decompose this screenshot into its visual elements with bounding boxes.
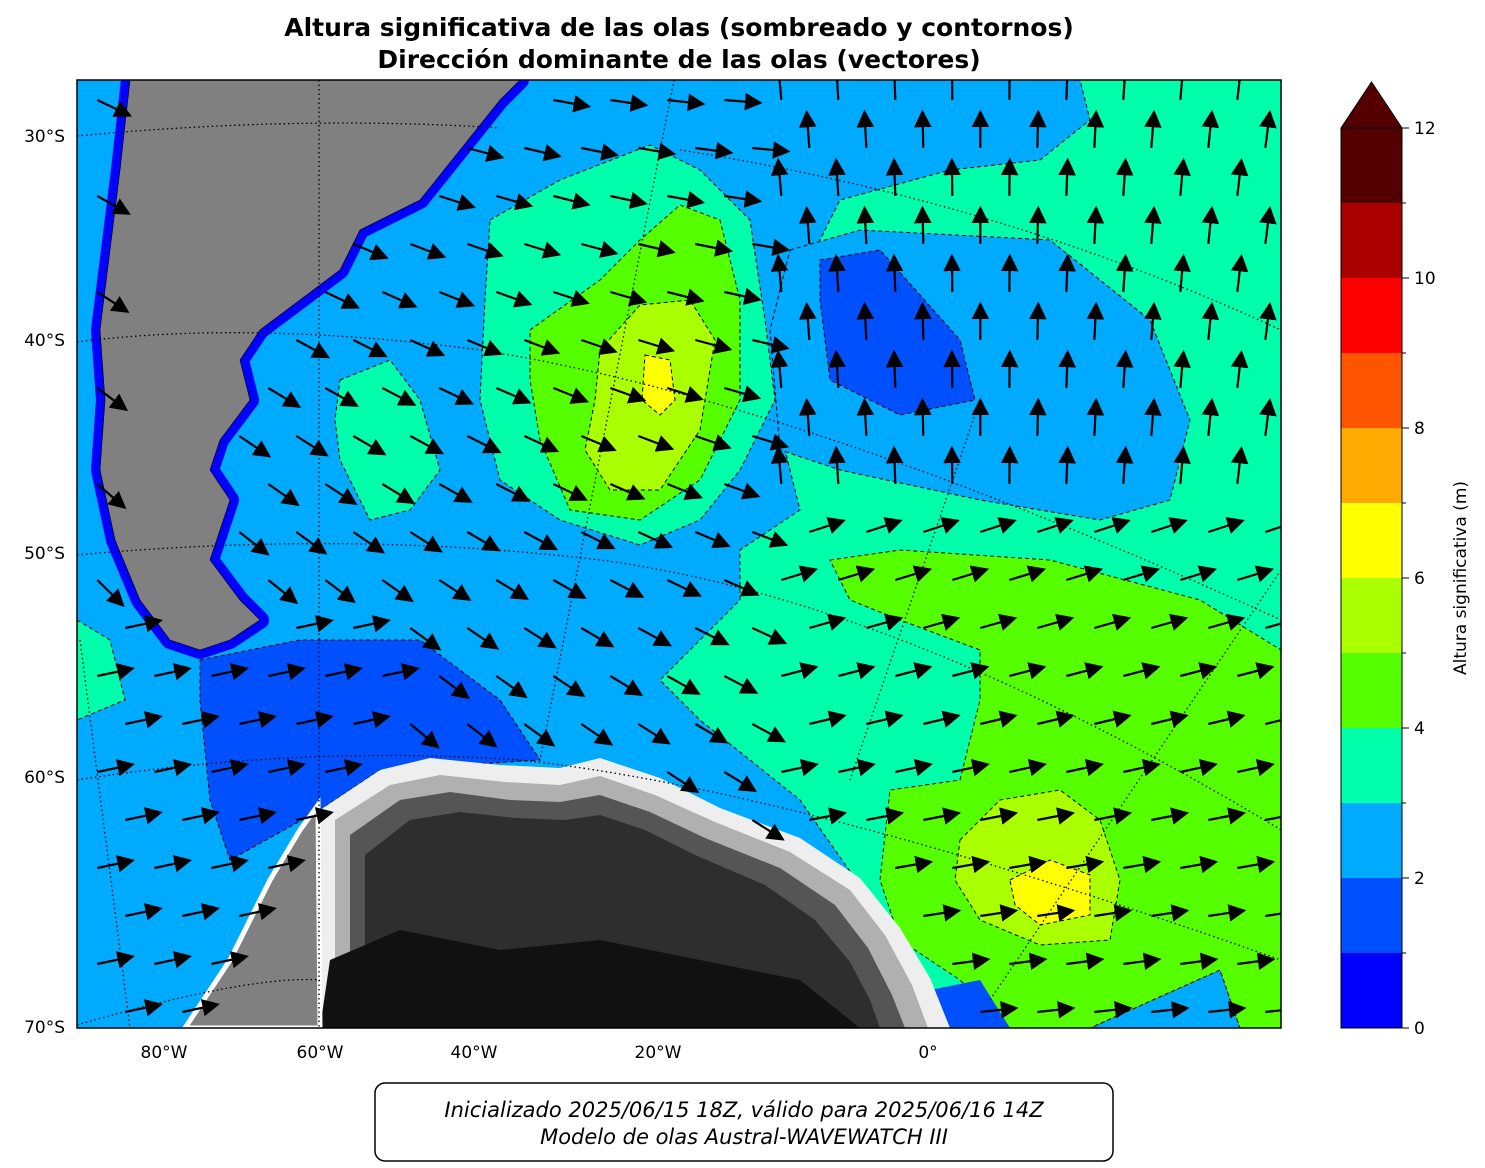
colorbar-segment [1341, 953, 1402, 1028]
colorbar-segment [1341, 578, 1402, 653]
colorbar-segment [1341, 353, 1402, 428]
vector [922, 114, 923, 148]
tick-label: 4 [1414, 719, 1425, 739]
vector [922, 210, 923, 244]
lon-label: 80°W [141, 1043, 188, 1063]
vector [894, 258, 895, 292]
footer-line: Inicializado 2025/06/15 18Z, válido para… [444, 1098, 1044, 1122]
tick-label: 12 [1414, 119, 1436, 139]
tick-label: 8 [1414, 419, 1425, 439]
vector [1066, 162, 1067, 196]
vector [922, 402, 923, 436]
lat-label: 30°S [24, 127, 65, 147]
colorbar: 0 2 4 6 8 10 12 [1341, 82, 1436, 1039]
footer-box [375, 1083, 1113, 1161]
vector [1037, 210, 1038, 244]
footer-line: Modelo de olas Austral-WAVEWATCH III [540, 1125, 948, 1149]
vector [894, 450, 895, 484]
vector [894, 354, 895, 388]
colorbar-extend [1341, 82, 1402, 128]
vector [1066, 354, 1067, 388]
title-line: Altura significativa de las olas (sombre… [284, 13, 1074, 42]
colorbar-label: Altura significativa (m) [1451, 481, 1471, 675]
colorbar-segment [1341, 428, 1402, 503]
map [77, 66, 1299, 1028]
vector [1037, 306, 1038, 340]
colorbar-segment [1341, 728, 1402, 803]
title-line: Dirección dominante de las olas (vectore… [377, 45, 980, 74]
lat-label: 70°S [24, 1018, 65, 1038]
lon-label: 60°W [297, 1043, 344, 1063]
colorbar-segment [1341, 203, 1402, 278]
lat-label: 40°S [24, 331, 65, 351]
tick-label: 6 [1414, 569, 1425, 589]
colorbar-segment [1341, 128, 1402, 203]
colorbar-segment [1341, 803, 1402, 878]
tick-label: 10 [1414, 269, 1436, 289]
colorbar-segment [1341, 878, 1402, 953]
vector [1037, 114, 1038, 148]
lon-label: 40°W [451, 1043, 498, 1063]
colorbar-segment [1341, 278, 1402, 353]
lon-label: 20°W [635, 1043, 682, 1063]
vector [1037, 402, 1038, 436]
vector [1066, 258, 1067, 292]
lon-label: 0° [918, 1043, 937, 1063]
tick-label: 2 [1414, 869, 1425, 889]
colorbar-segment [1341, 503, 1402, 578]
colorbar-segment [1341, 653, 1402, 728]
lat-label: 50°S [24, 544, 65, 564]
vector [894, 162, 895, 196]
vector [1066, 450, 1067, 484]
tick-label: 0 [1414, 1019, 1425, 1039]
vector [1066, 66, 1067, 100]
lat-label: 60°S [24, 768, 65, 788]
vector [922, 306, 923, 340]
